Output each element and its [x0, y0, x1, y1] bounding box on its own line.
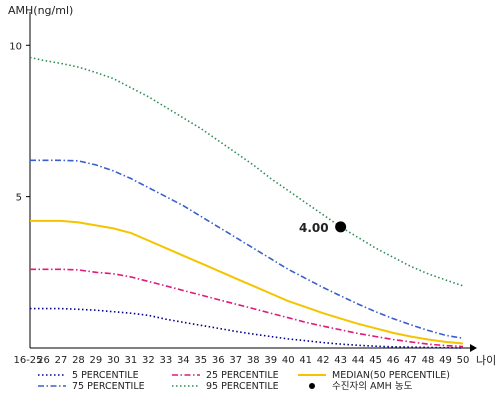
series-line-95-percentile	[29, 56, 464, 287]
legend-label: 수진자의 AMH 농도	[332, 381, 413, 392]
series-line-median-50-percentile	[30, 219, 464, 345]
x-tick-label: 31	[125, 355, 138, 366]
legend-label: 5 PERCENTILE	[72, 370, 139, 381]
x-tick-label: 42	[317, 355, 330, 366]
patient-point-layer: 4.00	[299, 221, 347, 235]
x-tick-label: 37	[229, 355, 242, 366]
series-line-75-percentile	[30, 159, 464, 340]
patient-amh-point	[335, 221, 347, 233]
legend: 5 PERCENTILE 25 PERCENTILE MEDIAN(50 PERCE…	[38, 370, 450, 392]
x-tick-label: 50	[457, 355, 470, 366]
x-tick-label: 44	[352, 355, 365, 366]
x-tick-label: 43	[334, 355, 347, 366]
x-tick-label: 26	[37, 355, 50, 366]
x-tick-label: 38	[247, 355, 260, 366]
x-tick-label: 46	[387, 355, 400, 366]
y-axis-ticks: 5 10	[9, 41, 30, 204]
x-tick-label: 29	[90, 355, 103, 366]
x-tick-label: 33	[159, 355, 172, 366]
x-tick-label: 16-25	[13, 355, 42, 366]
legend-label: 25 PERCENTILE	[206, 370, 279, 381]
x-tick-label: 48	[422, 355, 435, 366]
series-lines	[29, 56, 464, 349]
y-tick-label: 10	[9, 41, 22, 52]
x-tick-label: 28	[72, 355, 85, 366]
x-tick-label: 32	[142, 355, 155, 366]
series-line-25-percentile	[30, 268, 464, 348]
x-tick-label: 47	[404, 355, 417, 366]
legend-label: 75 PERCENTILE	[72, 381, 145, 392]
x-tick-label: 27	[55, 355, 68, 366]
legend-label: MEDIAN(50 PERCENTILE)	[332, 370, 450, 381]
legend-label: 95 PERCENTILE	[206, 381, 279, 392]
x-tick-label: 45	[369, 355, 382, 366]
x-tick-label: 34	[177, 355, 190, 366]
legend-point-marker	[309, 383, 315, 389]
x-tick-label: 40	[282, 355, 295, 366]
x-tick-label: 49	[439, 355, 452, 366]
patient-amh-value-label: 4.00	[299, 221, 329, 235]
series-line-5-percentile	[30, 307, 464, 349]
x-tick-label: 41	[299, 355, 312, 366]
x-tick-label: 39	[264, 355, 277, 366]
y-axis-title: AMH(ng/ml)	[8, 4, 73, 17]
x-axis-arrow	[470, 344, 477, 352]
x-axis-title: 나이	[476, 354, 496, 367]
y-tick-label: 5	[16, 193, 22, 204]
x-tick-label: 30	[107, 355, 120, 366]
x-tick-label: 35	[194, 355, 207, 366]
x-tick-label: 36	[212, 355, 225, 366]
